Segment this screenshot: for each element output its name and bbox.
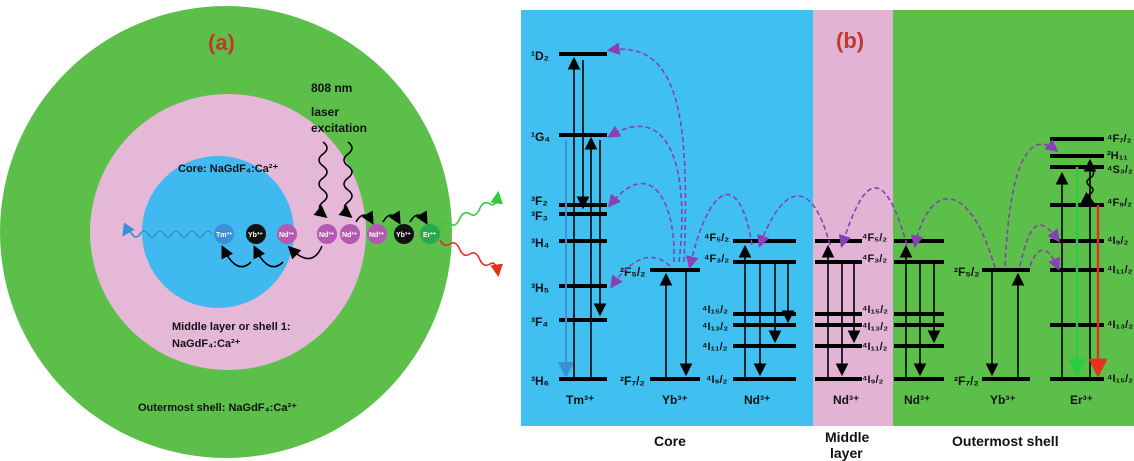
svg-text:Nd³⁺: Nd³⁺ <box>319 232 335 239</box>
ion-er: Er³⁺ <box>420 224 440 244</box>
middle-region <box>813 10 893 426</box>
tm-emission-wave <box>122 222 213 238</box>
er-green-emission <box>439 190 503 229</box>
yb-core-level-lower: ²F₇/₂ <box>620 374 645 388</box>
er-level-labels: ⁴F₇/₂ ²H₁₁ ⁴S₃/₂ ⁴F₉/₂ ⁴I₉/₂ ⁴I₁₁/₂ ⁴I₁₃… <box>1107 133 1133 385</box>
middle-caption-1: Middle <box>825 429 870 445</box>
panel-a-label: (a) <box>208 30 235 55</box>
core-label: Core: NaGdF₄:Ca²⁺ <box>178 163 278 175</box>
svg-text:¹G₄: ¹G₄ <box>531 130 550 144</box>
middle-label-1: Middle layer or shell 1: <box>172 321 291 333</box>
svg-text:⁴I₉/₂: ⁴I₉/₂ <box>1107 235 1129 247</box>
yb-core-ion-label: Yb³⁺ <box>662 393 688 407</box>
svg-text:⁴I₉/₂: ⁴I₉/₂ <box>706 374 728 386</box>
svg-text:²H₁₁: ²H₁₁ <box>1107 150 1128 162</box>
svg-text:Yb³⁺: Yb³⁺ <box>396 232 411 239</box>
ion-nd-mid-1: Nd³⁺ <box>317 224 337 244</box>
excitation-line-3: excitation <box>311 121 367 135</box>
svg-text:Nd³⁺: Nd³⁺ <box>342 232 358 239</box>
panel-b-label: (b) <box>836 28 864 53</box>
svg-text:³H₄: ³H₄ <box>531 236 550 250</box>
panel-a: (a) 808 nm laser excitation Core: NaGdF₄… <box>0 6 503 458</box>
svg-text:¹D₂: ¹D₂ <box>531 49 549 63</box>
svg-text:⁴I₁₁/₂: ⁴I₁₁/₂ <box>1107 264 1133 276</box>
nd-outer-ion-label: Nd³⁺ <box>904 393 930 407</box>
nd-middle-levels <box>815 239 862 381</box>
svg-text:³F₂: ³F₂ <box>531 194 548 208</box>
yb-outer-levels <box>982 268 1030 381</box>
nd-middle-level-labels: ⁴F₅/₂ ⁴F₃/₂ ⁴I₁₅/₂ ⁴I₁₃/₂ ⁴I₁₁/₂ ⁴I₉/₂ <box>862 232 888 386</box>
svg-text:⁴I₁₃/₂: ⁴I₁₃/₂ <box>702 321 728 333</box>
transfer-arc-1 <box>221 245 252 268</box>
nd-middle-ion-label: Nd³⁺ <box>833 393 859 407</box>
ion-yb-outer: Yb³⁺ <box>394 224 414 244</box>
excitation-wave-1 <box>313 141 328 218</box>
ion-nd-core: Nd³⁺ <box>277 224 297 244</box>
nd-outer-levels <box>894 239 944 381</box>
svg-text:³F₄: ³F₄ <box>531 315 548 329</box>
middle-caption-2: layer <box>830 445 863 461</box>
svg-text:⁴I₁₁/₂: ⁴I₁₁/₂ <box>702 341 728 353</box>
svg-text:Er³⁺: Er³⁺ <box>423 232 437 239</box>
svg-text:Yb³⁺: Yb³⁺ <box>248 232 263 239</box>
svg-text:³H₅: ³H₅ <box>531 281 549 295</box>
outer-label: Outermost shell: NaGdF₄:Ca²⁺ <box>138 402 297 414</box>
yb-core-level-upper: ²F₅/₂ <box>620 265 646 279</box>
excitation-line-1: 808 nm <box>311 81 352 95</box>
nd-core-ion-label: Nd³⁺ <box>744 393 770 407</box>
transfer-arc-4 <box>355 210 374 225</box>
er-red-emission <box>439 239 503 278</box>
transfer-arc-2 <box>253 245 284 268</box>
svg-text:⁴I₁₃/₂: ⁴I₁₃/₂ <box>1107 319 1133 331</box>
svg-text:Nd³⁺: Nd³⁺ <box>369 232 385 239</box>
svg-text:Nd³⁺: Nd³⁺ <box>279 232 295 239</box>
ion-tm: Tm³⁺ <box>214 224 234 244</box>
svg-text:⁴I₁₃/₂: ⁴I₁₃/₂ <box>862 321 888 333</box>
svg-text:⁴I₁₅/₂: ⁴I₁₅/₂ <box>702 304 728 316</box>
er-levels <box>1050 137 1108 381</box>
excitation-line-2: laser <box>311 105 339 119</box>
svg-text:⁴F₅/₂: ⁴F₅/₂ <box>704 232 729 244</box>
svg-text:⁴F₃/₂: ⁴F₃/₂ <box>704 253 729 265</box>
svg-text:⁴I₁₅/₂: ⁴I₁₅/₂ <box>862 304 888 316</box>
ion-nd-mid-2: Nd³⁺ <box>340 224 360 244</box>
excitation-wave-2 <box>338 141 353 218</box>
svg-text:⁴I₁₅/₂: ⁴I₁₅/₂ <box>1107 373 1133 385</box>
outer-caption: Outermost shell <box>952 433 1059 449</box>
svg-text:Tm³⁺: Tm³⁺ <box>216 232 233 239</box>
yb-outer-level-lower: ²F₇/₂ <box>954 374 979 388</box>
yb-outer-level-upper: ²F₅/₂ <box>954 265 980 279</box>
svg-text:⁴F₉/₂: ⁴F₉/₂ <box>1107 197 1132 209</box>
tm-arrows <box>558 56 607 379</box>
ion-yb-core: Yb³⁺ <box>246 224 266 244</box>
core-region <box>521 10 813 426</box>
svg-text:³F₃: ³F₃ <box>531 209 548 223</box>
panel-b: (b) Core Middle layer Outermost shell ¹D… <box>521 10 1134 461</box>
middle-label-2: NaGdF₄:Ca²⁺ <box>172 338 241 350</box>
transfer-arc-3 <box>287 245 323 260</box>
transfer-arc-5 <box>382 210 401 225</box>
svg-text:⁴I₁₁/₂: ⁴I₁₁/₂ <box>862 341 888 353</box>
nd-core-level-labels: ⁴F₅/₂ ⁴F₃/₂ ⁴I₁₅/₂ ⁴I₁₃/₂ ⁴I₁₁/₂ ⁴I₉/₂ <box>702 232 729 386</box>
ion-nd-outer: Nd³⁺ <box>367 224 387 244</box>
transfer-arc-6 <box>409 210 428 225</box>
svg-text:³H₆: ³H₆ <box>531 374 549 388</box>
yb-core-levels <box>650 268 700 381</box>
tm-level-labels: ¹D₂ ¹G₄ ³F₂ ³F₃ ³H₄ ³H₅ ³F₄ ³H₆ <box>531 49 550 388</box>
svg-text:⁴F₇/₂: ⁴F₇/₂ <box>1107 133 1132 145</box>
tm-ion-label: Tm³⁺ <box>566 393 594 407</box>
svg-text:⁴I₉/₂: ⁴I₉/₂ <box>862 374 884 386</box>
svg-text:⁴F₅/₂: ⁴F₅/₂ <box>862 232 887 244</box>
yb-outer-ion-label: Yb³⁺ <box>990 393 1016 407</box>
svg-text:⁴F₃/₂: ⁴F₃/₂ <box>862 253 887 265</box>
er-ion-label: Er³⁺ <box>1070 393 1093 407</box>
outer-region <box>893 10 1134 426</box>
core-caption: Core <box>654 433 686 449</box>
energy-transfer-curves <box>606 42 1060 289</box>
svg-text:⁴S₃/₂: ⁴S₃/₂ <box>1107 164 1133 176</box>
